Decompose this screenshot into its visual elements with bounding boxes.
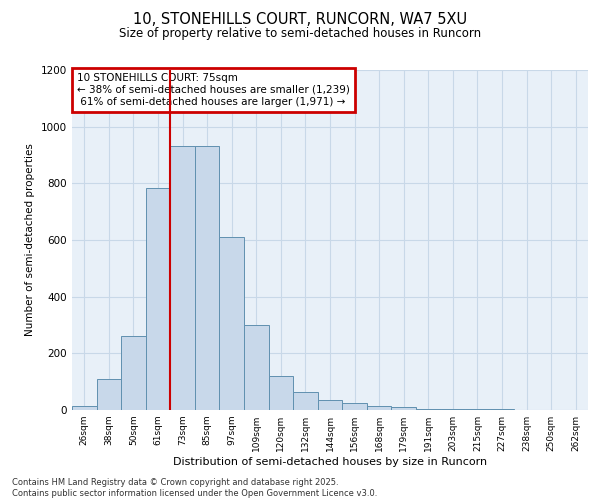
Text: 10 STONEHILLS COURT: 75sqm
← 38% of semi-detached houses are smaller (1,239)
 61: 10 STONEHILLS COURT: 75sqm ← 38% of semi…	[77, 74, 350, 106]
Bar	[318, 400, 342, 410]
Bar	[416, 408, 440, 410]
Bar	[391, 407, 416, 410]
Text: Size of property relative to semi-detached houses in Runcorn: Size of property relative to semi-detach…	[119, 28, 481, 40]
Bar	[244, 325, 269, 410]
Bar	[195, 146, 220, 410]
Text: Contains HM Land Registry data © Crown copyright and database right 2025.
Contai: Contains HM Land Registry data © Crown c…	[12, 478, 377, 498]
Y-axis label: Number of semi-detached properties: Number of semi-detached properties	[25, 144, 35, 336]
Bar	[72, 406, 97, 410]
Bar	[121, 336, 146, 410]
Bar	[146, 188, 170, 410]
Bar	[342, 403, 367, 410]
Bar	[293, 392, 318, 410]
Bar	[220, 237, 244, 410]
Text: 10, STONEHILLS COURT, RUNCORN, WA7 5XU: 10, STONEHILLS COURT, RUNCORN, WA7 5XU	[133, 12, 467, 28]
Bar	[170, 146, 195, 410]
Bar	[97, 379, 121, 410]
Bar	[440, 408, 465, 410]
Bar	[465, 409, 490, 410]
Bar	[367, 406, 391, 410]
X-axis label: Distribution of semi-detached houses by size in Runcorn: Distribution of semi-detached houses by …	[173, 457, 487, 467]
Bar	[269, 376, 293, 410]
